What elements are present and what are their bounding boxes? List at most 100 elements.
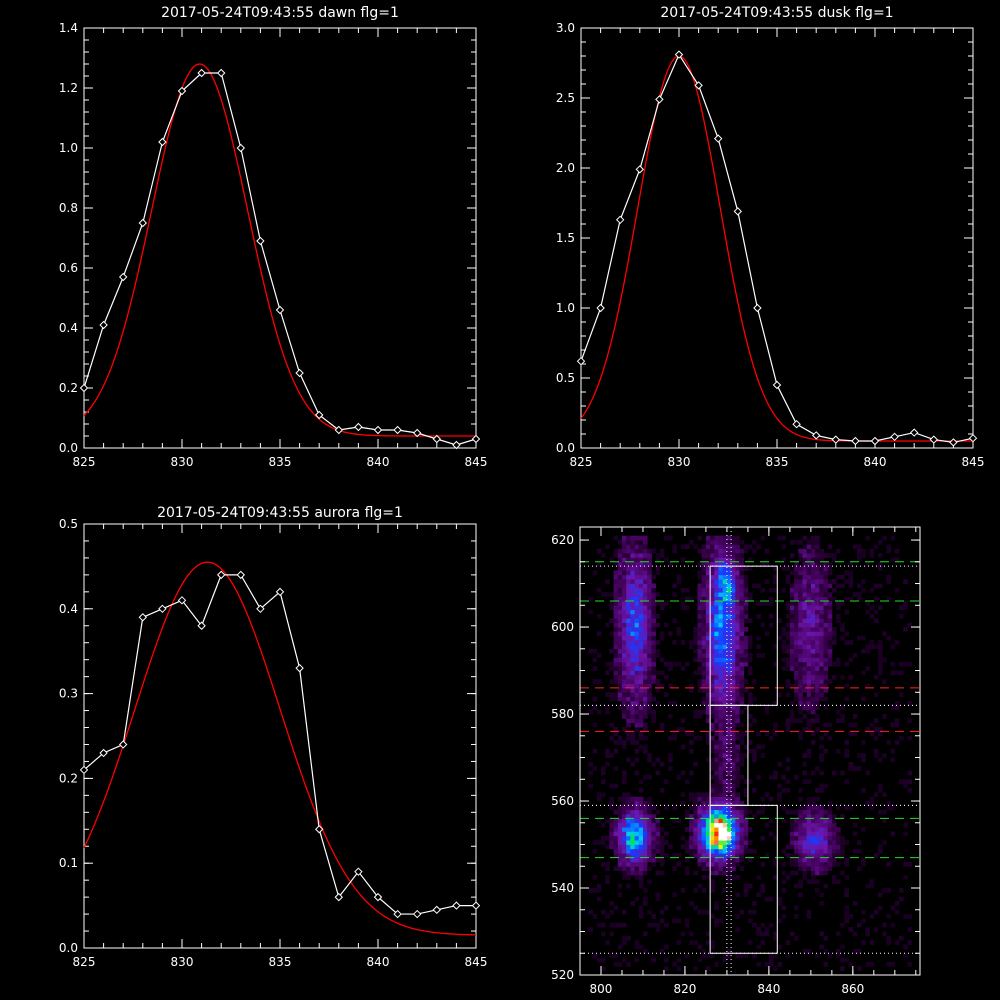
heatmap-cell	[726, 540, 732, 545]
data-point	[772, 380, 782, 390]
heatmap-cell	[613, 627, 619, 632]
heatmap-cell	[815, 809, 820, 815]
heatmap-cell	[634, 709, 640, 715]
heatmap-cell	[831, 557, 837, 563]
heatmap-cell	[714, 622, 719, 628]
heatmap-cell	[655, 822, 661, 828]
heatmap-cell	[638, 809, 644, 815]
heatmap-cell	[622, 657, 627, 663]
heatmap-cell	[823, 731, 829, 737]
heatmap-cell	[731, 779, 736, 784]
heatmap-cell	[705, 674, 711, 680]
heatmap-cell	[680, 844, 686, 850]
heatmap-cell	[726, 600, 732, 606]
heatmap-cell	[802, 605, 808, 610]
x-tick-label: 840	[367, 955, 390, 969]
heatmap-cell	[806, 566, 812, 571]
heatmap-cell	[701, 683, 707, 689]
heatmap-cell	[722, 748, 728, 754]
heatmap-cell	[613, 653, 619, 658]
heatmap-cell	[726, 683, 732, 689]
heatmap-cell	[626, 935, 631, 941]
heatmap-cell	[798, 805, 803, 811]
heatmap-cell	[710, 827, 715, 832]
heatmap-cell	[664, 692, 669, 697]
data-point	[635, 165, 645, 174]
heatmap-cell	[714, 557, 719, 563]
heatmap-cell	[701, 827, 707, 832]
heatmap-cell	[613, 809, 619, 815]
heatmap-cell	[701, 622, 707, 628]
heatmap-cell	[764, 792, 770, 797]
heatmap-cell	[622, 596, 627, 602]
heatmap-cell	[747, 657, 753, 663]
heatmap-cell	[722, 570, 728, 576]
heatmap-cell	[705, 848, 711, 854]
heatmap-cell	[726, 622, 732, 628]
heatmap-cell	[857, 848, 862, 854]
heatmap-cell	[873, 718, 879, 724]
heatmap-cell	[630, 674, 635, 680]
heatmap-cell	[726, 853, 732, 858]
heatmap-cell	[630, 701, 635, 706]
heatmap-cell	[596, 896, 602, 902]
heatmap-cell	[613, 640, 619, 645]
heatmap-cell	[777, 901, 782, 906]
heatmap-cell	[622, 822, 627, 828]
heatmap-cell	[626, 853, 631, 858]
heatmap-cell	[588, 909, 593, 915]
heatmap-cell	[794, 666, 799, 671]
heatmap-cell	[802, 592, 808, 597]
heatmap-cell	[638, 735, 644, 741]
heatmap-cell	[739, 605, 745, 610]
heatmap-cell	[638, 879, 644, 884]
heatmap-cell	[789, 661, 795, 667]
heatmap-cell	[827, 818, 833, 824]
heatmap-cell	[789, 631, 795, 637]
heatmap-cell	[861, 940, 866, 945]
heatmap-cell	[680, 792, 686, 797]
heatmap-cell	[714, 596, 719, 602]
heatmap-cell	[857, 948, 862, 954]
heatmap-cell	[693, 796, 698, 802]
heatmap-cell	[638, 848, 644, 854]
heatmap-cell	[806, 861, 812, 867]
data-point	[99, 748, 108, 758]
heatmap-cell	[907, 940, 912, 945]
heatmap-cell	[617, 614, 623, 619]
heatmap-cell	[726, 566, 732, 571]
heatmap-cell	[718, 631, 724, 637]
heatmap-cell	[626, 627, 631, 632]
heatmap-cell	[592, 748, 598, 754]
heatmap-cell	[710, 553, 715, 558]
heatmap-cell	[823, 827, 829, 832]
heatmap-cell	[609, 661, 614, 667]
data-point	[334, 892, 344, 902]
heatmap-cell	[794, 883, 799, 889]
heatmap-cell	[752, 814, 757, 819]
heatmap-cell	[894, 940, 900, 945]
heatmap-cell	[735, 809, 740, 815]
heatmap-cell	[819, 853, 824, 858]
heatmap-cell	[718, 761, 724, 767]
heatmap-cell	[697, 909, 703, 915]
heatmap-cell	[789, 818, 795, 824]
heatmap-cell	[798, 827, 803, 832]
heatmap-cell	[592, 888, 598, 893]
heatmap-cell	[878, 661, 883, 667]
heatmap-cell	[643, 574, 648, 580]
heatmap-cell	[806, 587, 812, 593]
heatmap-cell	[613, 674, 619, 680]
heatmap-cell	[617, 605, 623, 610]
heatmap-cell	[609, 835, 614, 841]
heatmap-cell	[840, 853, 845, 858]
heatmap-cell	[684, 857, 690, 863]
heatmap-cell	[634, 809, 640, 815]
heatmap-cell	[735, 827, 740, 832]
heatmap-cell	[622, 592, 627, 597]
heatmap-cell	[718, 670, 724, 676]
heatmap-cell	[819, 640, 824, 645]
heatmap-cell	[655, 687, 661, 693]
heatmap-cell	[634, 644, 640, 650]
heatmap-cell	[622, 583, 627, 589]
